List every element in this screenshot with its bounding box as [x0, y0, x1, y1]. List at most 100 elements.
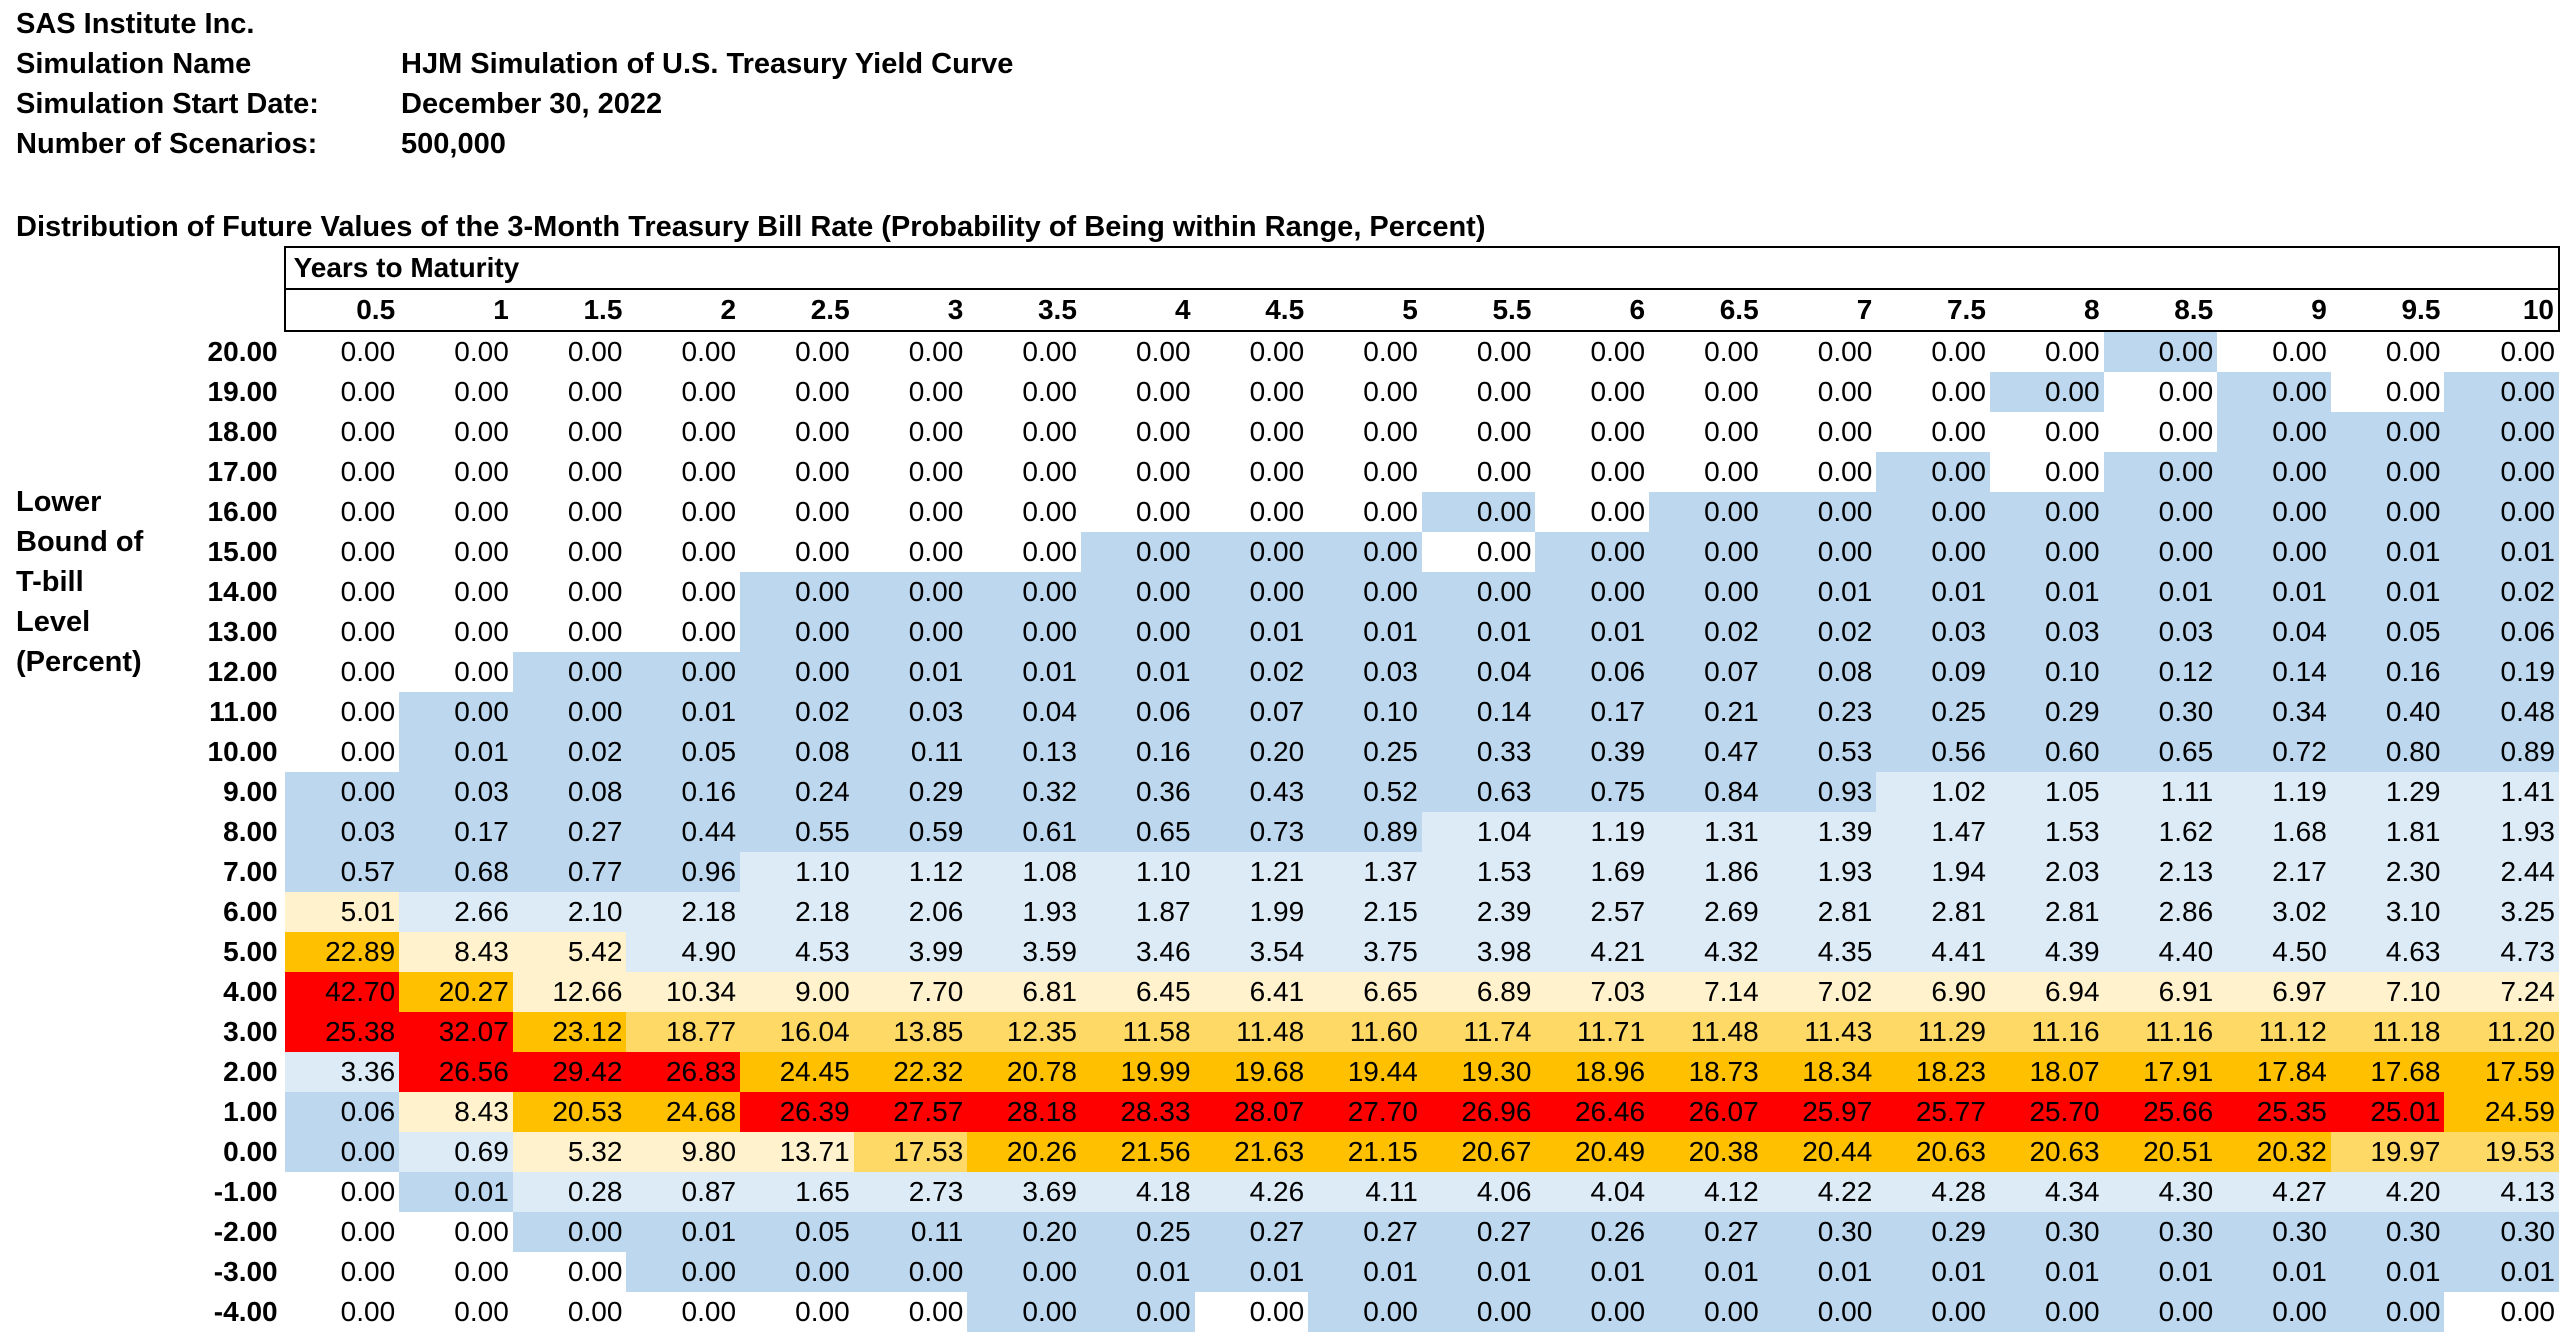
probability-cell: 20.67 [1421, 1132, 1536, 1172]
probability-cell: 0.65 [1080, 812, 1195, 852]
probability-cell: 0.69 [399, 1132, 513, 1172]
probability-cell: 4.73 [2444, 932, 2559, 972]
probability-cell: 0.40 [2330, 692, 2445, 732]
probability-cell: 0.00 [1649, 492, 1763, 532]
probability-cell: 2.81 [1876, 892, 1990, 932]
probability-cell: 0.00 [2444, 372, 2559, 412]
probability-cell: 0.00 [399, 612, 513, 652]
probability-cell: 0.00 [626, 492, 741, 532]
probability-cell: 0.00 [284, 1292, 400, 1332]
simulation-name-row: Simulation Name HJM Simulation of U.S. Tr… [16, 44, 1013, 84]
probability-cell: 1.87 [1080, 892, 1195, 932]
probability-cell: 0.00 [740, 412, 854, 452]
probability-cell: 25.38 [284, 1012, 400, 1052]
probability-cell: 0.26 [1535, 1212, 1650, 1252]
probability-table: Years to Maturity 0.5 1 1.5 2 2.5 3 3.5 4 4.5 5 5.… [168, 246, 2560, 1332]
table-row: 12.00 0.00 0.00 0.00 0.00 0.00 0.01 0.01 0.01 0.0… [168, 652, 2559, 692]
probability-cell: 0.00 [284, 492, 400, 532]
probability-cell: 0.14 [1421, 692, 1536, 732]
probability-cell: 0.00 [626, 412, 741, 452]
probability-cell: 0.00 [626, 452, 741, 492]
probability-cell: 0.30 [2103, 692, 2218, 732]
probability-cell: 0.03 [284, 812, 400, 852]
probability-cell: 0.00 [399, 1252, 513, 1292]
probability-cell: 1.93 [1762, 852, 1877, 892]
row-bound-label: 16.00 [207, 496, 278, 527]
probability-cell: 0.19 [2444, 652, 2559, 692]
probability-cell: 0.01 [1876, 572, 1990, 612]
probability-cell: 0.10 [1989, 652, 2104, 692]
probability-cell: 0.00 [284, 1172, 400, 1212]
probability-cell: 0.04 [2217, 612, 2331, 652]
probability-cell: 2.18 [740, 892, 854, 932]
probability-cell: 7.03 [1535, 972, 1650, 1012]
probability-cell: 0.00 [967, 492, 1081, 532]
probability-cell: 20.49 [1535, 1132, 1650, 1172]
probability-cell: 26.56 [399, 1052, 513, 1092]
probability-cell: 0.00 [2103, 492, 2218, 532]
probability-cell: 0.00 [1194, 532, 1309, 572]
probability-cell: 0.96 [626, 852, 741, 892]
probability-cell: 4.13 [2444, 1172, 2559, 1212]
probability-cell: 0.27 [1308, 1212, 1422, 1252]
probability-cell: 0.00 [512, 572, 627, 612]
probability-cell: 24.45 [740, 1052, 854, 1092]
probability-cell: 6.97 [2217, 972, 2331, 1012]
row-bound-label: 8.00 [223, 816, 278, 847]
probability-cell: 0.00 [2217, 532, 2331, 572]
probability-cell: 0.00 [1308, 1292, 1422, 1332]
probability-cell: 0.05 [740, 1212, 854, 1252]
simulation-name-value: HJM Simulation of U.S. Treasury Yield Cu… [401, 48, 1014, 80]
probability-cell: 17.84 [2217, 1052, 2331, 1092]
probability-cell: 0.00 [1876, 492, 1990, 532]
probability-cell: 0.03 [2103, 612, 2218, 652]
probability-cell: 17.53 [853, 1132, 968, 1172]
probability-cell: 0.00 [1421, 452, 1536, 492]
probability-cell: 0.01 [1080, 1252, 1195, 1292]
row-bound-label: -4.00 [213, 1296, 278, 1327]
probability-cell: 1.53 [1421, 852, 1536, 892]
probability-cell: 19.99 [1080, 1052, 1195, 1092]
probability-cell: 1.11 [2103, 772, 2218, 812]
probability-cell: 0.00 [2103, 1292, 2218, 1332]
probability-cell: 0.55 [740, 812, 854, 852]
probability-cell: 4.20 [2330, 1172, 2445, 1212]
probability-cell: 0.00 [512, 452, 627, 492]
probability-cell: 19.44 [1308, 1052, 1422, 1092]
probability-cell: 26.96 [1421, 1092, 1536, 1132]
probability-cell: 2.18 [626, 892, 741, 932]
probability-cell: 32.07 [399, 1012, 513, 1052]
maturity-column-header: 6 [1535, 288, 1650, 332]
probability-cell: 4.41 [1876, 932, 1990, 972]
probability-cell: 4.18 [1080, 1172, 1195, 1212]
probability-cell: 0.93 [1762, 772, 1877, 812]
probability-cell: 0.29 [853, 772, 968, 812]
row-bound-label: 2.00 [223, 1056, 278, 1087]
probability-cell: 1.47 [1876, 812, 1990, 852]
row-bound-label: 1.00 [223, 1096, 278, 1127]
probability-cell: 0.01 [2217, 572, 2331, 612]
probability-cell: 21.56 [1080, 1132, 1195, 1172]
probability-cell: 0.47 [1649, 732, 1763, 772]
maturity-column-header: 10 [2444, 288, 2560, 332]
probability-cell: 0.00 [284, 612, 400, 652]
probability-cell: 0.00 [740, 652, 854, 692]
probability-cell: 3.59 [967, 932, 1081, 972]
probability-cell: 7.14 [1649, 972, 1763, 1012]
probability-cell: 0.00 [740, 612, 854, 652]
probability-cell: 4.21 [1535, 932, 1650, 972]
probability-cell: 0.00 [1080, 1292, 1195, 1332]
probability-cell: 20.63 [1989, 1132, 2104, 1172]
table-title: Distribution of Future Values of the 3-M… [16, 211, 1486, 243]
probability-cell: 0.25 [1308, 732, 1422, 772]
probability-cell: 0.00 [1876, 372, 1990, 412]
probability-cell: 5.01 [284, 892, 400, 932]
probability-cell: 0.00 [1762, 372, 1877, 412]
probability-cell: 27.70 [1308, 1092, 1422, 1132]
probability-cell: 2.15 [1308, 892, 1422, 932]
probability-cell: 0.00 [1194, 492, 1309, 532]
probability-cell: 3.75 [1308, 932, 1422, 972]
probability-cell: 0.30 [2217, 1212, 2331, 1252]
row-bound-label: 7.00 [223, 856, 278, 887]
table-row: 18.00 0.00 0.00 0.00 0.00 0.00 0.00 0.00 0.00 0.0… [168, 412, 2559, 452]
